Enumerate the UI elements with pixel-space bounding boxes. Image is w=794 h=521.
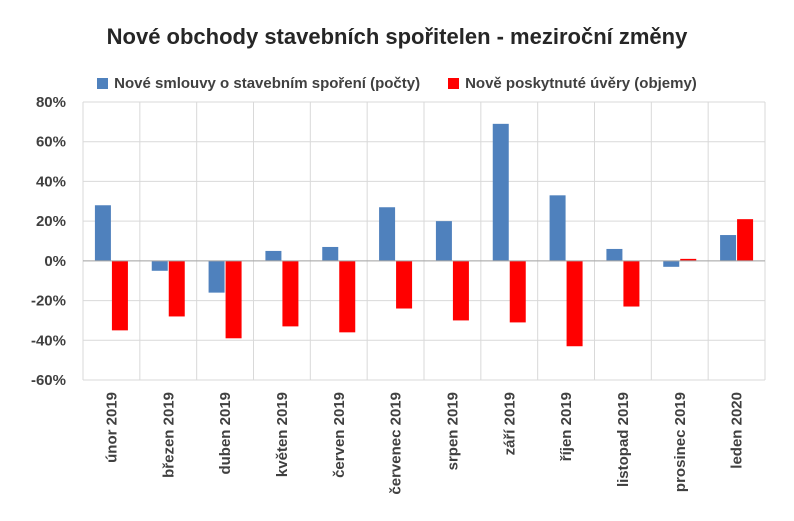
bar-series-2	[566, 260, 583, 347]
bar-series-1	[549, 195, 566, 261]
y-tick-label: -20%	[31, 293, 66, 310]
bar-series-1	[379, 207, 396, 261]
y-tick-label: -40%	[31, 332, 66, 349]
legend-item-series-2: Nově poskytnuté úvěry (objemy)	[448, 75, 697, 92]
bar-series-1	[606, 248, 623, 261]
bar-series-2	[623, 260, 640, 307]
y-tick-label: 60%	[36, 134, 66, 151]
legend-label-series-1: Nové smlouvy o stavebním spoření (počty)	[114, 75, 421, 92]
x-tick-label: únor 2019	[103, 392, 120, 463]
legend-label-series-2: Nově poskytnuté úvěry (objemy)	[465, 75, 697, 92]
x-tick-label: říjen 2019	[558, 392, 575, 461]
y-tick-label: 80%	[36, 94, 66, 111]
bar-series-1	[435, 221, 452, 261]
y-tick-label: -60%	[31, 372, 66, 389]
chart-title: Nové obchody stavebních spořitelen - mez…	[106, 24, 688, 49]
y-tick-label: 20%	[36, 213, 66, 230]
x-tick-label: březen 2019	[160, 392, 177, 478]
x-tick-label: květen 2019	[274, 392, 291, 477]
bar-series-2	[339, 260, 356, 333]
bar-series-1	[208, 260, 225, 293]
bar-series-2	[225, 260, 242, 339]
x-tick-label: srpen 2019	[444, 392, 461, 470]
bar-series-1	[663, 260, 680, 267]
bar-series-1	[492, 123, 509, 261]
bar-series-2	[452, 260, 469, 321]
legend-item-series-1: Nové smlouvy o stavebním spoření (počty)	[97, 75, 420, 92]
bar-series-2	[737, 219, 754, 261]
y-tick-label: 40%	[36, 173, 66, 190]
bar-series-1	[94, 205, 111, 261]
bar-series-2	[282, 260, 299, 327]
bar-series-1	[151, 260, 168, 271]
chart-legend: Nové smlouvy o stavebním spoření (počty)…	[0, 75, 794, 92]
bar-series-2	[509, 260, 526, 323]
x-tick-label: červenec 2019	[388, 392, 405, 495]
x-tick-label: leden 2020	[729, 392, 746, 469]
bar-series-2	[680, 258, 697, 261]
x-tick-label: duben 2019	[217, 392, 234, 475]
y-tick-label: 0%	[44, 253, 66, 270]
bar-series-2	[168, 260, 185, 317]
legend-swatch-series-1	[97, 78, 109, 89]
x-tick-label: prosinec 2019	[672, 392, 689, 492]
bar-series-2	[111, 260, 128, 331]
x-tick-label: září 2019	[501, 392, 518, 455]
bar-series-1	[720, 235, 737, 261]
bar-series-2	[396, 260, 413, 309]
bar-series-1	[265, 250, 282, 261]
x-tick-label: listopad 2019	[615, 392, 632, 487]
bar-series-1	[322, 246, 339, 261]
x-tick-label: červen 2019	[331, 392, 348, 478]
legend-swatch-series-2	[448, 78, 460, 89]
